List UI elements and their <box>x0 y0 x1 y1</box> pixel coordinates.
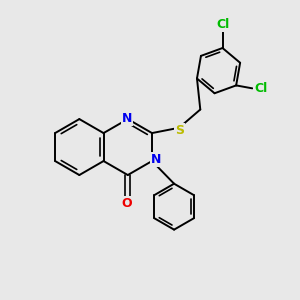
Text: N: N <box>151 153 162 166</box>
Text: Cl: Cl <box>216 18 229 31</box>
Text: O: O <box>121 197 132 210</box>
Text: S: S <box>175 124 184 136</box>
Text: Cl: Cl <box>254 82 267 95</box>
Text: N: N <box>122 112 132 125</box>
